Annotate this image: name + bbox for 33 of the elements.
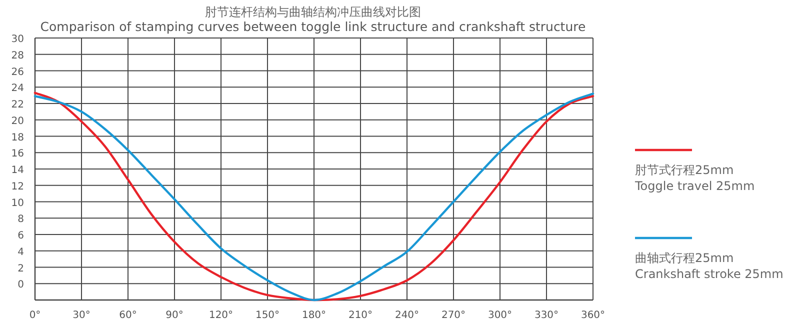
x-tick-label: 0° [29, 310, 41, 321]
x-tick-label: 210° [348, 310, 373, 321]
x-tick-label: 90° [166, 310, 184, 321]
x-tick-label: 240° [394, 310, 420, 321]
x-tick-label: 60° [119, 310, 137, 321]
y-tick-label: 2 [18, 263, 24, 274]
y-tick-label: 26 [11, 66, 24, 78]
y-tick-label: 12 [11, 181, 24, 192]
y-tick-label: 22 [11, 100, 24, 110]
x-tick-label: 300° [488, 310, 512, 321]
legend-label: 曲轴式行程25mm Crankshaft stroke 25mm [635, 251, 784, 281]
chart-title: 肘节连杆结构与曲轴结构冲压曲线对比图 [205, 5, 421, 19]
x-tick-label: 330° [534, 310, 559, 321]
legend-label: 肘节式行程25mm Toggle travel 25mm [634, 163, 755, 193]
y-tick-label: 24 [11, 83, 24, 94]
y-tick-label: 16 [11, 148, 24, 160]
x-tick-label: 270° [441, 310, 466, 321]
y-tick-label: 6 [18, 230, 24, 242]
x-tick-label: 30° [72, 310, 90, 321]
x-tick-label: 360° [580, 310, 606, 321]
y-tick-label: 4 [18, 246, 24, 258]
y-tick-label: 10 [11, 198, 24, 209]
chart-subtitle: Comparison of stamping curves between toggle link structure and crankshaft structure [40, 19, 586, 34]
x-tick-label: 150° [255, 310, 280, 321]
x-tick-label: 180° [302, 310, 326, 321]
y-tick-label: 20 [11, 116, 24, 127]
y-tick-label: 28 [11, 50, 24, 62]
y-tick-label: 0 [18, 280, 24, 291]
y-tick-label: 30 [11, 34, 24, 45]
y-tick-label: 18 [11, 132, 24, 144]
y-tick-label: 8 [18, 214, 24, 226]
y-tick-label: 14 [11, 165, 24, 176]
x-tick-label: 120° [208, 310, 234, 321]
